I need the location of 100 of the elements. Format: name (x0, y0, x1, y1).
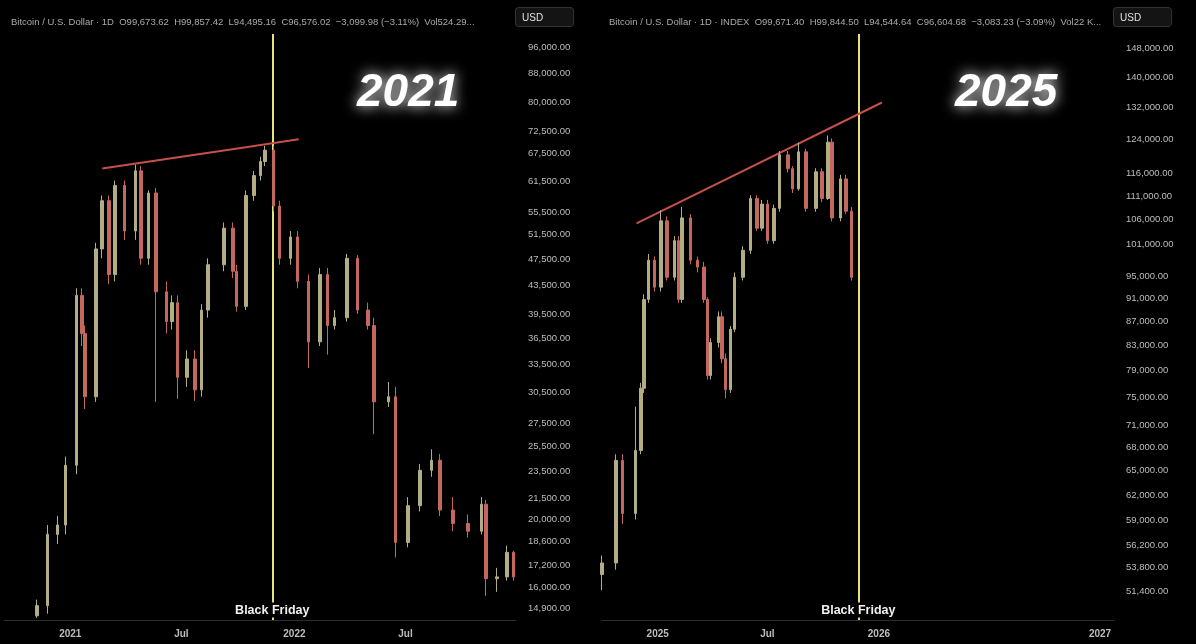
candlestick (749, 194, 752, 255)
candlestick (826, 135, 830, 201)
candlestick (289, 230, 292, 266)
y-tick-label: 56,200.00 (1126, 538, 1169, 550)
y-tick-label: 95,000.00 (1126, 269, 1169, 281)
y-tick-label: 39,500.00 (528, 308, 571, 320)
y-tick-label: 21,500.00 (528, 491, 571, 503)
candlestick (438, 453, 442, 517)
candlestick (206, 257, 210, 319)
y-tick-label: 111,000.00 (1126, 189, 1173, 201)
candlestick (345, 253, 349, 323)
y-tick-label: 132,000.00 (1126, 100, 1174, 112)
y-tick-label: 53,800.00 (1126, 561, 1169, 573)
candlestick (387, 381, 390, 408)
y-tick-label: 68,000.00 (1126, 441, 1169, 453)
y-tick-label: 17,200.00 (528, 558, 571, 570)
y-tick-label: 20,000.00 (528, 513, 571, 525)
candlestick (766, 199, 769, 245)
y-tick-label: 61,500.00 (528, 174, 571, 186)
candlestick (696, 256, 699, 273)
candlestick (797, 142, 800, 192)
candlestick (35, 599, 39, 619)
x-tick-label: 2027 (1088, 627, 1112, 639)
y-tick-label: 83,000.00 (1126, 338, 1169, 350)
candlestick (634, 406, 637, 520)
candlestick (689, 213, 692, 265)
candlestick (717, 310, 720, 348)
candlestick (165, 280, 168, 335)
candlestick (600, 554, 604, 591)
y-tick-label: 124,000.00 (1126, 132, 1174, 144)
candlestick (64, 456, 67, 535)
y-tick-label: 16,000.00 (528, 580, 571, 592)
candlestick (495, 567, 499, 593)
x-tick-label: Jul (398, 627, 413, 639)
y-tick-label: 106,000.00 (1126, 213, 1174, 225)
x-tick-label: 2021 (59, 627, 82, 639)
candlestick (839, 174, 842, 222)
y-tick-label: 101,000.00 (1126, 238, 1174, 250)
y-tick-label: 51,400.00 (1126, 584, 1169, 596)
candlestick (147, 189, 150, 266)
candlestick (185, 349, 189, 388)
candlestick (176, 294, 179, 400)
candlestick (430, 448, 433, 478)
candlestick (505, 545, 509, 582)
candlestick (653, 256, 656, 293)
candlestick (665, 215, 669, 282)
candlestick (244, 189, 248, 311)
y-tick-label: 80,000.00 (528, 95, 571, 107)
y-tick-label: 96,000.00 (528, 40, 571, 52)
ref-line-label: Black Friday (235, 603, 310, 617)
candlestick (741, 245, 745, 282)
candlestick (372, 317, 376, 435)
y-axis-title: USD (522, 11, 544, 23)
candlestick (680, 206, 684, 304)
candlestick (850, 206, 853, 282)
candlestick (844, 174, 848, 215)
candlestick (778, 150, 781, 213)
candlestick (193, 349, 197, 402)
ref-line-label: Black Friday (821, 603, 896, 617)
candlestick (134, 164, 137, 241)
y-tick-label: 116,000.00 (1126, 167, 1173, 179)
y-tick-label: 91,000.00 (1126, 291, 1169, 303)
y-tick-label: 55,500.00 (528, 205, 571, 217)
candlestick (366, 302, 370, 331)
x-tick-label: 2025 (646, 627, 670, 639)
candlestick (772, 204, 776, 245)
candlestick (75, 287, 78, 475)
y-tick-label: 62,000.00 (1126, 488, 1169, 500)
candlestick (673, 235, 676, 282)
candlestick (466, 513, 470, 539)
y-tick-label: 79,000.00 (1126, 364, 1169, 376)
y-tick-label: 51,500.00 (528, 228, 571, 240)
candlestick (123, 179, 126, 241)
chart-subtitle: Bitcoin / U.S. Dollar · 1D O99,673.62 H99,857.42 L94,495.16 C96,576.02 −3,099.98 (−3.11%) Vol524.29... (11, 15, 475, 27)
y-tick-label: 18,600.00 (528, 535, 571, 547)
candlestick (755, 194, 759, 232)
candlestick (621, 453, 624, 525)
candlestick (356, 254, 359, 315)
candlestick (278, 200, 281, 266)
y-tick-label: 71,000.00 (1126, 418, 1169, 430)
candlestick (170, 294, 174, 331)
y-tick-label: 148,000.00 (1126, 42, 1174, 54)
y-tick-label: 47,500.00 (528, 252, 571, 264)
y-tick-label: 87,000.00 (1126, 314, 1169, 326)
y-tick-label: 59,000.00 (1126, 513, 1169, 525)
y-tick-label: 67,500.00 (528, 146, 571, 158)
y-tick-label: 23,500.00 (528, 464, 571, 476)
text: 2021 (356, 64, 460, 116)
candlestick (222, 221, 226, 272)
candlestick (307, 274, 310, 369)
x-tick-label: Jul (760, 627, 775, 639)
chart-subtitle: Bitcoin / U.S. Dollar · 1D · INDEX O99,671.40 H99,844.50 L94,544.64 C96,604.68 −3,083.23 (−3.09%) Vol22 K... (609, 15, 1102, 27)
y-tick-label: 30,500.00 (528, 386, 571, 398)
y-tick-label: 65,000.00 (1126, 464, 1169, 476)
candlestick (709, 337, 712, 381)
candlestick (296, 230, 299, 289)
candlestick (56, 515, 59, 545)
y-tick-label: 33,500.00 (528, 358, 571, 370)
y-tick-label: 27,500.00 (528, 417, 571, 429)
candlestick (760, 199, 764, 232)
